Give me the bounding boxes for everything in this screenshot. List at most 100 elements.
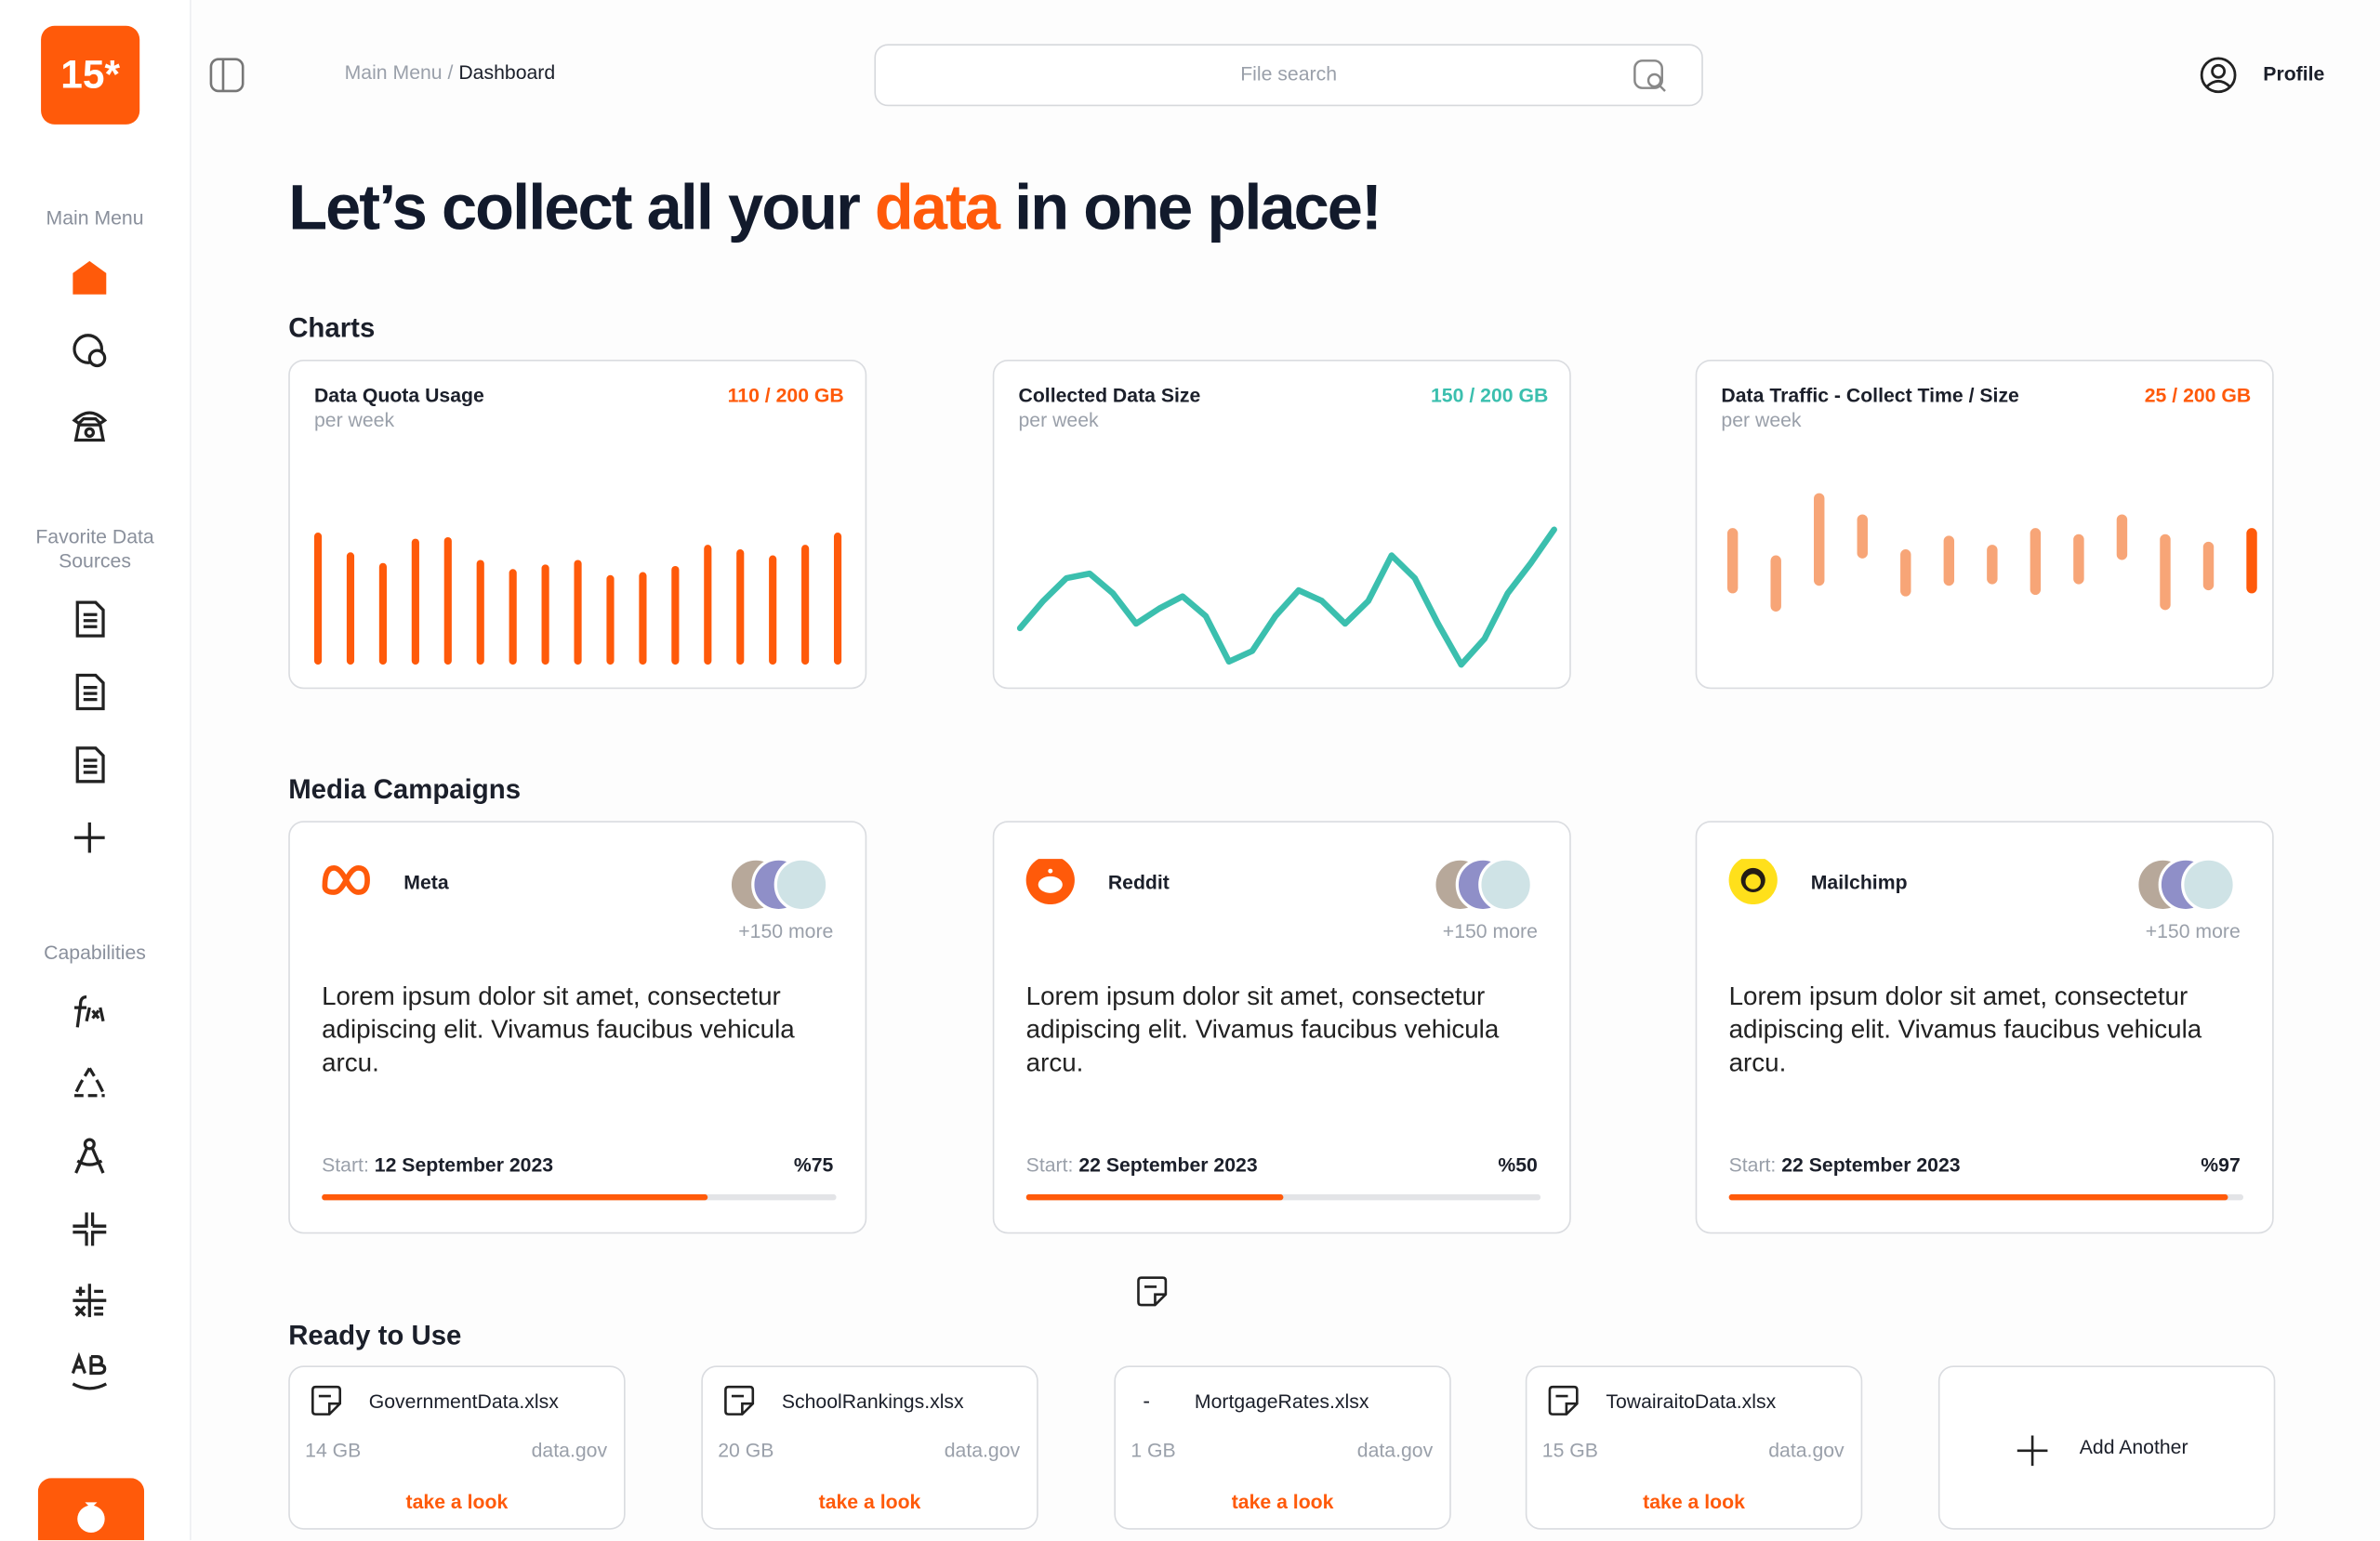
- search-icon[interactable]: [1632, 58, 1668, 94]
- profile-icon[interactable]: [2200, 56, 2238, 94]
- bar: [704, 545, 712, 665]
- avatars: [2135, 857, 2236, 913]
- file-source: data.gov: [1768, 1438, 1844, 1462]
- file-icon: [311, 1385, 342, 1416]
- progress-track: [1025, 1193, 1541, 1201]
- chat-icon[interactable]: [68, 329, 111, 372]
- bar: [801, 545, 810, 665]
- chart-subtitle: per week: [1721, 408, 1802, 431]
- bar: [509, 569, 517, 665]
- campaign-description: Lorem ipsum dolor sit amet, consectetur …: [1025, 981, 1500, 1078]
- panel-toggle[interactable]: [209, 58, 245, 93]
- add-icon: [2016, 1435, 2048, 1467]
- bar: [476, 560, 484, 665]
- file-icon[interactable]: [68, 671, 111, 714]
- campaign-card[interactable]: Reddit +150 more Lorem ipsum dolor sit ame…: [992, 821, 1571, 1234]
- avatar: [2181, 857, 2236, 913]
- campaign-name: Mailchimp: [1810, 871, 1908, 894]
- campaign-card[interactable]: Mailchimp +150 more Lorem ipsum dolor sit …: [1695, 821, 2274, 1234]
- progress-label: %97: [2201, 1152, 2241, 1177]
- chart-card: Data Quota Usage per week 110 / 200 GB: [288, 359, 867, 690]
- campaign-description: Lorem ipsum dolor sit amet, consectetur …: [1728, 981, 2202, 1078]
- recycle-icon[interactable]: [68, 1062, 111, 1105]
- file-size: 20 GB: [718, 1438, 774, 1462]
- file-action[interactable]: take a look: [1643, 1490, 1745, 1513]
- compass-icon[interactable]: [68, 1135, 111, 1178]
- file-card[interactable]: GovernmentData.xlsx 14 GB data.gov take a l…: [288, 1365, 626, 1530]
- avatar: [1478, 857, 1533, 913]
- wallet-button[interactable]: [37, 1478, 145, 1541]
- campaign-card[interactable]: Meta +150 more Lorem ipsum dolor sit amet,…: [288, 821, 867, 1234]
- chart-card: Data Traffic - Collect Time / Size per we…: [1695, 359, 2274, 690]
- file-source: data.gov: [944, 1438, 1021, 1462]
- bar: [443, 536, 452, 665]
- start-date: 22 September 2023: [1781, 1152, 1961, 1177]
- file-icon[interactable]: [68, 744, 111, 786]
- search-box[interactable]: File search: [874, 44, 1703, 107]
- bar: [671, 565, 680, 665]
- avatar: [774, 857, 829, 913]
- chart-title: Data Traffic - Collect Time / Size: [1721, 384, 2019, 407]
- file-source: data.gov: [1356, 1438, 1434, 1462]
- file-name: MortgageRates.xlsx: [1194, 1390, 1369, 1413]
- campaign-start: Start: 22 September 2023: [1026, 1153, 1258, 1176]
- add-icon[interactable]: [68, 816, 111, 859]
- search-placeholder: File search: [1240, 61, 1338, 86]
- range-bar: [1726, 528, 1739, 594]
- home-icon[interactable]: [68, 257, 111, 299]
- calc-icon[interactable]: [68, 1279, 111, 1322]
- function-icon[interactable]: [68, 991, 111, 1034]
- more-count: +150 more: [2145, 919, 2241, 942]
- section-label: Main Menu: [46, 206, 144, 230]
- file-name: TowairaitoData.xlsx: [1606, 1390, 1777, 1413]
- campaign-logo: [1025, 859, 1075, 905]
- text-icon[interactable]: [68, 1351, 111, 1395]
- file-size: 15 GB: [1541, 1438, 1598, 1462]
- bar: [736, 549, 745, 665]
- file-action[interactable]: take a look: [405, 1490, 509, 1513]
- file-icon[interactable]: [68, 598, 111, 640]
- progress-bar: [322, 1193, 708, 1201]
- section-title: Ready to Use: [288, 1320, 462, 1351]
- section-label: Favorite Data Sources: [35, 524, 154, 573]
- add-file-card[interactable]: Add Another: [1937, 1365, 2276, 1530]
- usage-limit: / 200 GB: [764, 384, 844, 407]
- progress-track: [1728, 1193, 2244, 1201]
- breadcrumb-current: Dashboard: [458, 60, 556, 84]
- more-count: +150 more: [1442, 919, 1538, 942]
- file-source: data.gov: [531, 1438, 608, 1462]
- logo[interactable]: 15*: [41, 25, 140, 125]
- breadcrumb-parent[interactable]: Main Menu /: [344, 60, 454, 84]
- file-action[interactable]: take a look: [1231, 1490, 1334, 1513]
- file-action[interactable]: take a look: [818, 1490, 921, 1513]
- note-icon[interactable]: [1135, 1274, 1169, 1308]
- file-card[interactable]: SchoolRankings.xlsx 20 GB data.gov take a l…: [701, 1365, 1038, 1530]
- campaign-name: Reddit: [1107, 871, 1170, 894]
- range-bar: [2160, 533, 2171, 611]
- campaign-start: Start: 12 September 2023: [322, 1153, 553, 1176]
- file-size: 14 GB: [305, 1438, 362, 1462]
- crop-icon[interactable]: [68, 1208, 111, 1251]
- headline-highlight: data: [874, 171, 1000, 244]
- chart-title: Collected Data Size: [1018, 384, 1201, 407]
- usage-limit: / 200 GB: [2172, 384, 2252, 407]
- range-bar: [2030, 528, 2042, 595]
- usage-value: 110: [727, 384, 760, 407]
- file-icon: -: [1143, 1388, 1151, 1413]
- profile-link[interactable]: Profile: [2263, 61, 2325, 86]
- line: [1016, 526, 1557, 668]
- file-size: 1 GB: [1130, 1438, 1176, 1462]
- bar: [769, 555, 777, 665]
- bar: [606, 574, 615, 665]
- progress-bar: [1728, 1193, 2228, 1201]
- phone-icon[interactable]: [68, 402, 111, 445]
- headline-text: in one place!: [998, 171, 1382, 244]
- file-card[interactable]: - MortgageRates.xlsx 1 GB data.gov take a lo…: [1114, 1365, 1451, 1530]
- range-bar: [2202, 541, 2215, 591]
- start-label: Start:: [1728, 1152, 1777, 1177]
- file-card[interactable]: TowairaitoData.xlsx 15 GB data.gov take a l…: [1525, 1365, 1863, 1530]
- range-bar: [1770, 555, 1781, 612]
- range-bar: [2116, 514, 2128, 560]
